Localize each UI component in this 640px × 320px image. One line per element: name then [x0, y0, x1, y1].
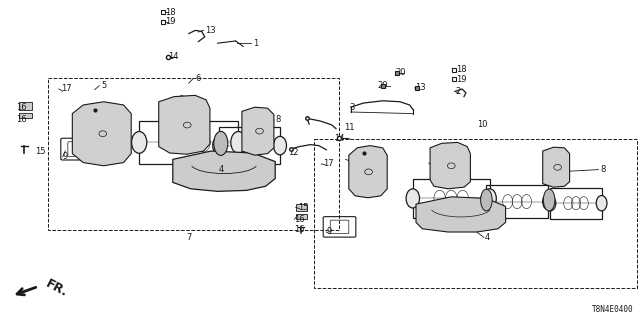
Bar [19, 113, 32, 118]
Text: 12: 12 [288, 148, 298, 157]
Ellipse shape [231, 132, 246, 153]
Text: 16: 16 [294, 225, 305, 234]
Ellipse shape [543, 189, 555, 211]
Bar [19, 102, 32, 110]
Text: 14: 14 [334, 134, 344, 143]
Text: 19: 19 [165, 17, 175, 26]
Ellipse shape [543, 193, 554, 210]
Text: 4: 4 [219, 165, 224, 174]
Text: 8: 8 [178, 95, 183, 104]
Text: 18: 18 [456, 65, 467, 74]
Text: 15: 15 [35, 148, 45, 156]
Text: 6: 6 [195, 74, 200, 83]
Polygon shape [159, 95, 210, 154]
Bar [48, 78, 339, 230]
Text: 2: 2 [456, 87, 461, 96]
Text: 17: 17 [323, 159, 334, 168]
Text: 7: 7 [186, 233, 191, 242]
Ellipse shape [481, 189, 492, 211]
Text: 4: 4 [485, 233, 490, 242]
Ellipse shape [273, 136, 287, 155]
Ellipse shape [212, 136, 226, 155]
Text: 20: 20 [396, 68, 406, 77]
Text: 16: 16 [294, 215, 305, 224]
Bar [296, 204, 307, 211]
Text: 13: 13 [415, 84, 426, 92]
Bar [314, 139, 637, 288]
Text: 15: 15 [298, 203, 308, 212]
Text: 16: 16 [16, 116, 27, 124]
Text: 14: 14 [168, 52, 178, 61]
Text: 3: 3 [349, 103, 354, 112]
Ellipse shape [545, 196, 556, 211]
Text: 5: 5 [101, 81, 106, 90]
Polygon shape [416, 197, 506, 232]
Text: 16: 16 [16, 103, 27, 112]
Text: 19: 19 [456, 75, 466, 84]
Text: 5: 5 [349, 155, 354, 164]
Text: FR.: FR. [44, 277, 70, 299]
Text: 11: 11 [344, 123, 355, 132]
Text: 18: 18 [165, 8, 176, 17]
Text: 8: 8 [600, 165, 605, 174]
Text: 17: 17 [61, 84, 72, 93]
Text: 8: 8 [430, 159, 435, 168]
Text: 9: 9 [63, 152, 68, 161]
Text: 10: 10 [477, 120, 487, 129]
Text: T8N4E0400: T8N4E0400 [592, 305, 634, 314]
Text: 20: 20 [378, 81, 388, 90]
Ellipse shape [132, 132, 147, 153]
Polygon shape [173, 151, 275, 191]
Ellipse shape [483, 189, 497, 208]
Polygon shape [72, 102, 131, 166]
Polygon shape [349, 146, 387, 198]
Bar [296, 214, 307, 219]
Ellipse shape [214, 131, 228, 156]
Ellipse shape [406, 189, 420, 208]
Text: 1: 1 [253, 39, 258, 48]
Text: 6: 6 [445, 143, 450, 152]
Text: 9: 9 [326, 228, 332, 236]
Text: 13: 13 [205, 26, 216, 35]
Polygon shape [543, 147, 570, 187]
Polygon shape [430, 142, 470, 189]
Polygon shape [242, 107, 274, 155]
Ellipse shape [596, 196, 607, 211]
Ellipse shape [480, 193, 492, 210]
Text: 8: 8 [275, 116, 280, 124]
